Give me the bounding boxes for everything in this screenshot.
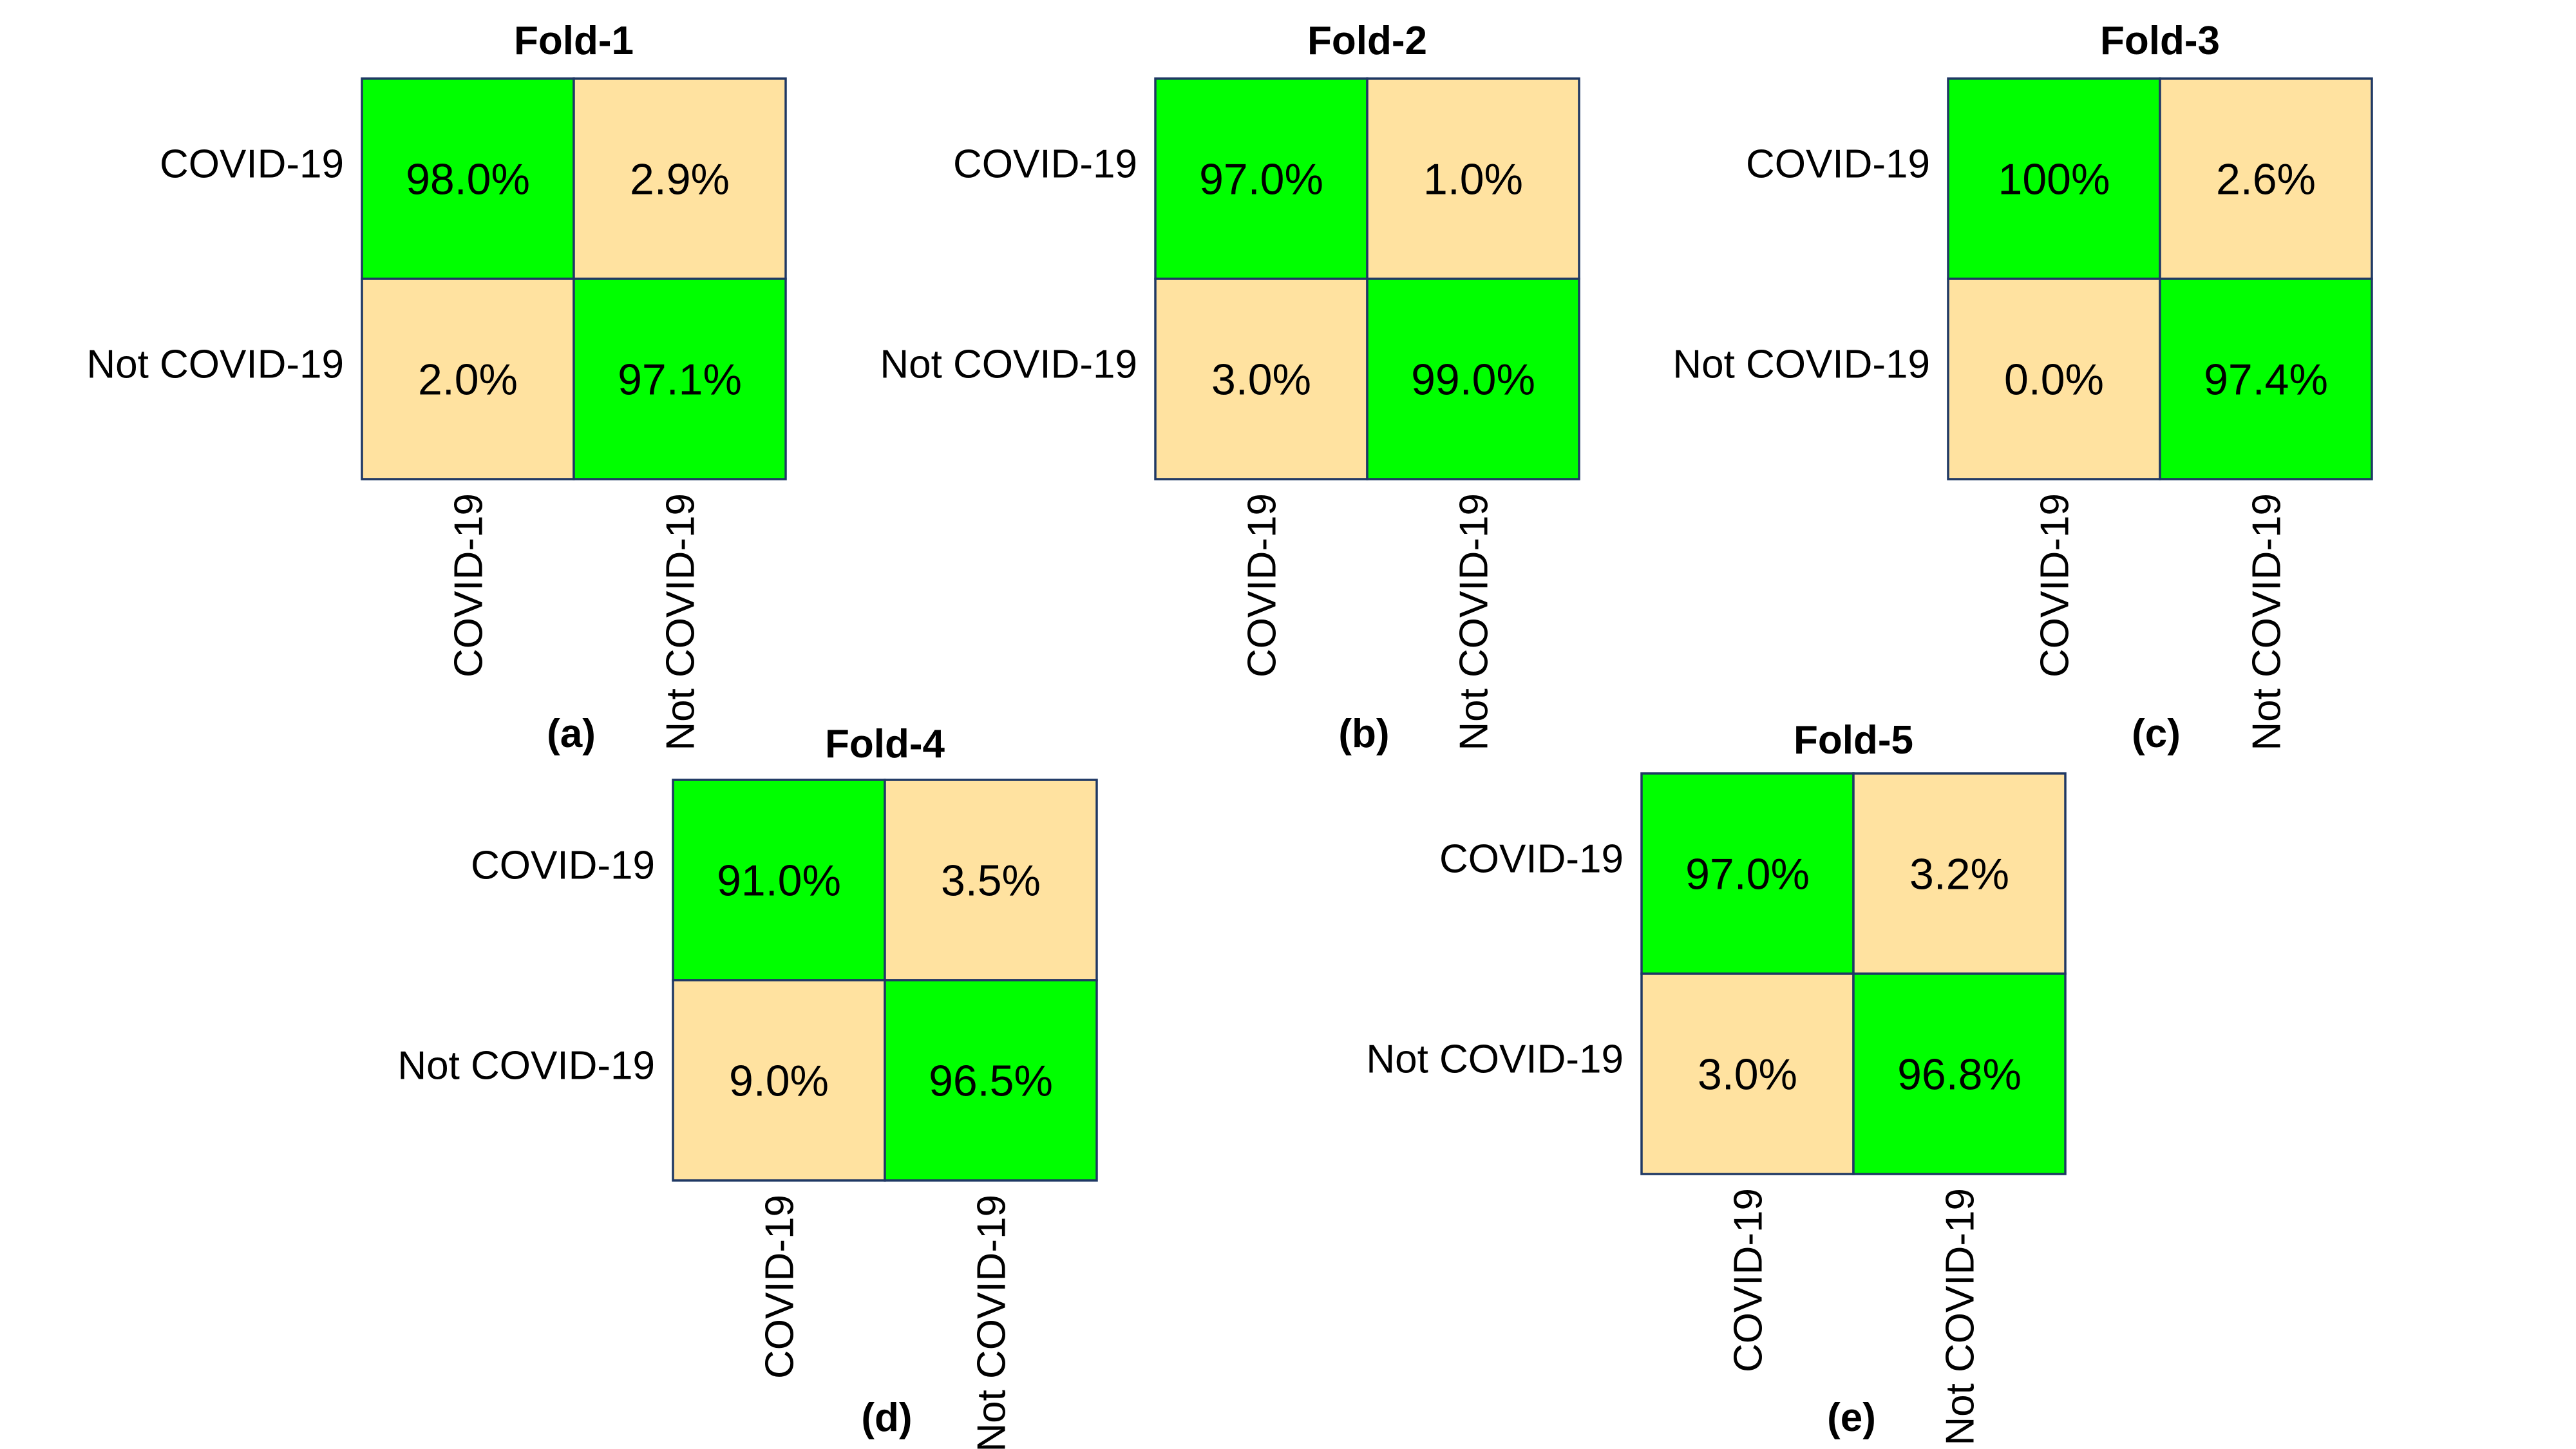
cell-value-label: 3.0% <box>1698 1050 1797 1099</box>
confusion-matrix-3: Fold-3 100% 2.6% 0.0% 97.4% COVID-19 Not COVID… <box>1672 19 2373 756</box>
matrix-cell <box>1852 972 2067 1175</box>
row-label: COVID-19 <box>1746 142 1930 187</box>
matrix-cell <box>2159 77 2373 280</box>
row-label: COVID-19 <box>953 142 1137 187</box>
row-label: COVID-19 <box>160 142 344 187</box>
column-label: COVID-19 <box>2033 493 2078 677</box>
panel-label: (d) <box>861 1396 912 1440</box>
row-label: Not COVID-19 <box>880 343 1137 387</box>
cell-value-label: 100% <box>1998 155 2110 204</box>
row-label: Not COVID-19 <box>1672 343 1930 387</box>
column-label: Not COVID-19 <box>659 493 703 751</box>
column-label: COVID-19 <box>1240 493 1285 677</box>
cell-value-label: 3.5% <box>941 857 1041 905</box>
matrix-cell <box>1366 77 1580 280</box>
panel-label: (b) <box>1338 712 1389 756</box>
cell-value-label: 98.0% <box>406 155 530 204</box>
cell-value-label: 96.8% <box>1897 1050 2022 1099</box>
cell-value-label: 96.5% <box>929 1057 1053 1106</box>
column-label: COVID-19 <box>758 1195 802 1379</box>
matrix-cell <box>2159 278 2373 480</box>
row-label: COVID-19 <box>1439 837 1624 882</box>
panel-label: (c) <box>2132 712 2181 756</box>
cell-value-label: 2.6% <box>2216 155 2316 204</box>
matrix-cell <box>884 979 1098 1182</box>
cell-value-label: 9.0% <box>729 1057 829 1106</box>
panel-label: (e) <box>1827 1396 1876 1440</box>
matrix-title: Fold-2 <box>1307 19 1427 63</box>
confusion-matrix-5: Fold-5 97.0% 3.2% 3.0% 96.8% COVID-19 Not COVI… <box>1366 718 2067 1446</box>
matrix-cell <box>573 77 787 280</box>
cell-value-label: 97.0% <box>1685 850 1810 899</box>
column-label: Not COVID-19 <box>1452 493 1497 751</box>
matrix-cell <box>1154 278 1368 480</box>
matrix-cell <box>573 278 787 480</box>
cell-value-label: 2.0% <box>418 355 518 404</box>
cell-value-label: 0.0% <box>2004 355 2104 404</box>
cell-value-label: 97.0% <box>1199 155 1323 204</box>
row-label: Not COVID-19 <box>1366 1037 1624 1082</box>
cell-value-label: 2.9% <box>630 155 730 204</box>
cell-value-label: 97.4% <box>2204 355 2328 404</box>
matrix-title: Fold-1 <box>514 19 634 63</box>
column-label: Not COVID-19 <box>970 1195 1014 1449</box>
confusion-matrix-1: Fold-1 98.0% 2.9% 2.0% 97.1% COVID-19 Not COVI… <box>86 19 787 756</box>
cell-value-label: 97.1% <box>618 355 742 404</box>
column-label: COVID-19 <box>447 493 491 677</box>
row-label: Not COVID-19 <box>397 1044 655 1088</box>
row-label: Not COVID-19 <box>86 343 344 387</box>
confusion-matrix-4: Fold-4 91.0% 3.5% 9.0% 96.5% COVID-19 Not COVI… <box>397 722 1098 1449</box>
matrix-cell <box>1154 77 1368 280</box>
cell-value-label: 91.0% <box>717 857 841 905</box>
column-label: Not COVID-19 <box>1938 1188 1983 1446</box>
matrix-title: Fold-4 <box>825 722 945 766</box>
matrix-cell <box>672 979 886 1182</box>
matrix-cell <box>361 77 575 280</box>
panel-label: (a) <box>547 712 596 756</box>
matrix-cell <box>672 779 886 981</box>
matrix-cell <box>1366 278 1580 480</box>
cell-value-label: 99.0% <box>1411 355 1535 404</box>
matrix-cell <box>1640 972 1855 1175</box>
matrix-title: Fold-5 <box>1794 718 1913 762</box>
confusion-matrix-2: Fold-2 97.0% 1.0% 3.0% 99.0% COVID-19 Not COVI… <box>880 19 1580 756</box>
cell-value-label: 3.0% <box>1211 355 1311 404</box>
row-label: COVID-19 <box>471 844 655 888</box>
cell-value-label: 1.0% <box>1423 155 1523 204</box>
column-label: Not COVID-19 <box>2245 493 2289 751</box>
matrix-cell <box>361 278 575 480</box>
cell-value-label: 3.2% <box>1909 850 2009 899</box>
matrix-cell <box>1852 772 2067 975</box>
column-label: COVID-19 <box>1727 1188 1771 1372</box>
matrix-cell <box>1640 772 1855 975</box>
matrix-title: Fold-3 <box>2100 19 2220 63</box>
matrix-cell <box>884 779 1098 981</box>
